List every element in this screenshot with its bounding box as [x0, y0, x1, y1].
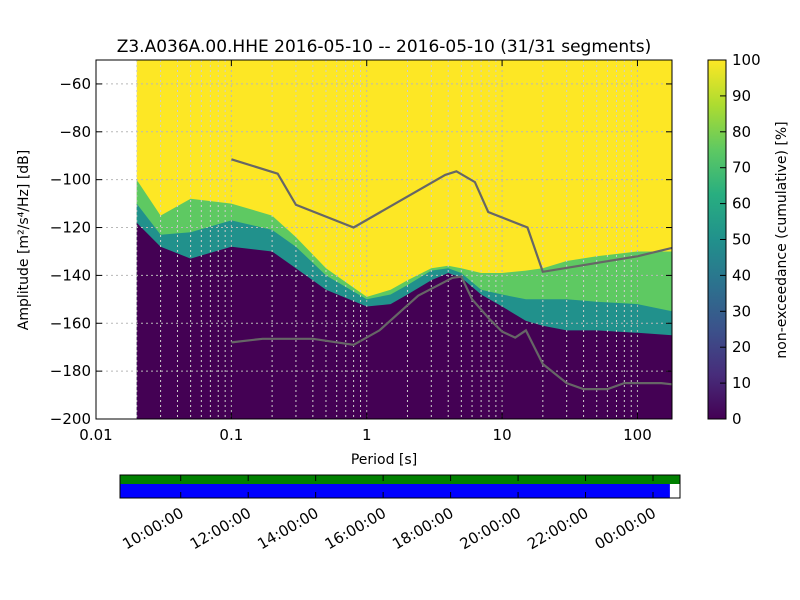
timeline-tick-label: 22:00:00	[524, 504, 591, 553]
x-tick-label: 0.01	[79, 426, 112, 444]
timeline-tick-label: 16:00:00	[322, 504, 389, 553]
colorbar-tick-label: 60	[732, 195, 751, 213]
x-tick-label: 100	[623, 426, 652, 444]
x-axis-label: Period [s]	[351, 452, 417, 468]
timeline-tick-label: 14:00:00	[254, 504, 321, 553]
colorbar-tick-label: 70	[732, 159, 751, 177]
timeline-tick-label: 12:00:00	[187, 504, 254, 553]
y-tick-label: −120	[50, 219, 91, 237]
time-coverage: 10:00:00 12:00:00 14:00:00 16:00:00 18:00:00…	[119, 474, 681, 553]
colorbar-tick-label: 90	[732, 87, 751, 105]
noise-model-lines	[231, 158, 672, 391]
colorbar-tick-label: 100	[732, 51, 761, 69]
noise-model-high-line	[231, 158, 672, 274]
timeline-data-bar	[120, 475, 680, 484]
y-tick-label: −160	[50, 314, 91, 332]
colorbar-tick-label: 40	[732, 266, 751, 284]
heatmap-region-below-10	[136, 222, 672, 419]
y-tick-label: −80	[59, 123, 91, 141]
timeline-tick-label: 18:00:00	[389, 504, 456, 553]
y-tick-label: −180	[50, 362, 91, 380]
colorbar-tick-label: 10	[732, 374, 751, 392]
timeline-segment-bar	[120, 484, 670, 498]
x-tick-label: 1	[362, 426, 372, 444]
colorbar: 0 10 20 30 40 50 60 70 80 90 100 non-exceedance (c…	[707, 51, 790, 428]
x-axis-ticks: 0.01 0.1 1 10 100	[79, 60, 652, 444]
ppsd-plot: 0.01 0.1 1 10 100 −60 −80 −100 −120 −140 −160 −180…	[16, 37, 673, 468]
y-tick-label: −140	[50, 266, 91, 284]
timeline-tick-label: 00:00:00	[592, 504, 659, 553]
y-tick-label: −100	[50, 171, 91, 189]
grid-lines	[96, 60, 672, 419]
colorbar-tick-label: 20	[732, 338, 751, 356]
y-axis-label: Amplitude [m²/s⁴/Hz] [dB]	[16, 150, 32, 330]
heatmap-layer	[136, 60, 672, 419]
colorbar-label: non-exceedance (cumulative) [%]	[774, 121, 790, 358]
y-tick-label: −200	[50, 410, 91, 428]
plot-frame	[95, 59, 673, 420]
x-tick-label: 10	[493, 426, 512, 444]
timeline-tick-label: 20:00:00	[457, 504, 524, 553]
timeline-frame	[119, 474, 681, 499]
colorbar-tick-label: 30	[732, 302, 751, 320]
y-tick-label: −60	[59, 75, 91, 93]
colorbar-tick-label: 80	[732, 123, 751, 141]
colorbar-ticks: 0 10 20 30 40 50 60 70 80 90 100	[720, 51, 761, 428]
colorbar-tick-label: 50	[732, 231, 751, 249]
timeline-tick-label: 10:00:00	[119, 504, 186, 553]
noise-model-low-line	[231, 275, 672, 391]
y-axis-ticks: −60 −80 −100 −120 −140 −160 −180 −200	[50, 75, 672, 428]
x-tick-label: 0.1	[219, 426, 243, 444]
chart-title: Z3.A036A.00.HHE 2016-05-10 -- 2016-05-10…	[117, 37, 652, 57]
colorbar-tick-label: 0	[732, 410, 742, 428]
timeline-bars	[120, 475, 680, 498]
